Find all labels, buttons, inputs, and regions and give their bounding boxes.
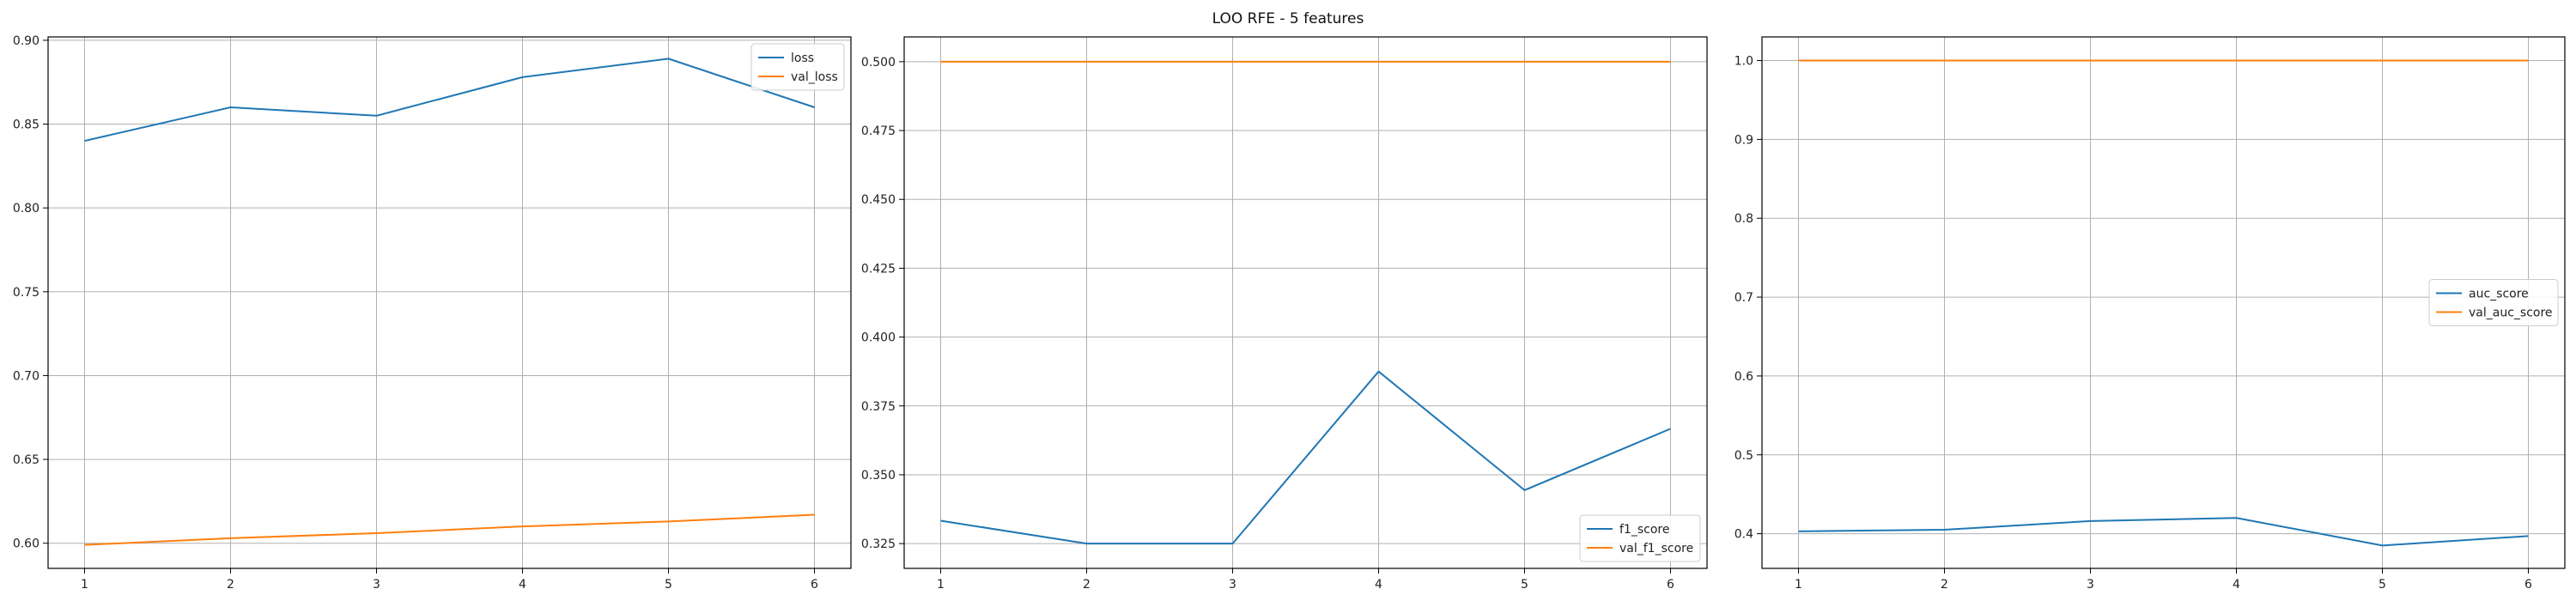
x-tick-label: 3 (373, 578, 380, 592)
y-tick-label: 0.6 (1735, 370, 1753, 384)
legend-label: loss (791, 52, 814, 65)
axes-1: 1 2 3 4 5 6 0.60 0.65 0.70 0.75 0.80 0.85 0.90 loss va… (13, 34, 852, 592)
x-tick-label: 2 (1941, 578, 1948, 592)
x-tick-label: 5 (1521, 578, 1528, 592)
x-tick-label: 5 (665, 578, 672, 592)
legend: auc_score val_auc_score (2428, 279, 2559, 326)
y-tick-label: 0.75 (13, 286, 39, 300)
axes-frame (47, 36, 852, 569)
x-tick-label: 6 (2524, 578, 2532, 592)
axes-3: 1 2 3 4 5 6 0.4 0.5 0.6 0.7 0.8 0.9 1.0 auc_score val_… (1735, 36, 2566, 592)
y-tick-label: 0.60 (13, 537, 39, 551)
series-line-f1_score (940, 370, 1671, 545)
figure-title: LOO RFE - 5 features (1212, 10, 1364, 27)
series-line-auc_score (1798, 517, 2529, 547)
x-tick-label: 2 (227, 578, 234, 592)
x-tick-label: 3 (1229, 578, 1236, 592)
series-line-loss (84, 58, 815, 143)
y-tick-label: 0.70 (13, 369, 39, 383)
y-tick-label: 0.8 (1735, 212, 1753, 226)
legend-label: auc_score (2469, 288, 2529, 301)
legend: f1_score val_f1_score (1579, 514, 1701, 562)
y-tick-label: 0.325 (861, 537, 896, 551)
y-tick-label: 1.0 (1735, 55, 1753, 69)
y-tick-label: 0.400 (861, 331, 896, 345)
y-tick-label: 0.450 (861, 193, 896, 207)
y-tick-label: 0.90 (13, 34, 39, 48)
axes-2: 1 2 3 4 5 6 0.325 0.350 0.375 0.400 0.425 0.450 0.47… (861, 36, 1708, 592)
x-tick-label: 6 (811, 578, 818, 592)
axes-frame (1761, 36, 2566, 569)
y-tick-label: 0.475 (861, 124, 896, 138)
legend: loss val_loss (750, 43, 845, 91)
x-tick-label: 2 (1083, 578, 1091, 592)
y-tick-label: 0.65 (13, 453, 39, 467)
legend-box (1579, 514, 1701, 562)
x-tick-label: 1 (937, 578, 945, 592)
x-tick-label: 1 (1795, 578, 1802, 592)
y-tick-label: 0.5 (1735, 449, 1753, 463)
y-tick-label: 0.80 (13, 202, 39, 216)
x-tick-label: 3 (2087, 578, 2094, 592)
y-tick-label: 0.425 (861, 262, 896, 276)
legend-box (750, 43, 845, 91)
y-tick-label: 0.375 (861, 400, 896, 414)
x-tick-label: 4 (519, 578, 526, 592)
y-tick-label: 0.7 (1735, 291, 1753, 305)
y-tick-label: 0.500 (861, 56, 896, 70)
x-tick-label: 4 (1375, 578, 1382, 592)
y-tick-label: 0.4 (1735, 528, 1753, 542)
legend-label: val_loss (791, 70, 838, 84)
x-tick-label: 1 (81, 578, 88, 592)
y-tick-label: 0.9 (1735, 133, 1753, 147)
legend-label: val_f1_score (1619, 542, 1693, 555)
legend-label: f1_score (1619, 523, 1669, 537)
y-tick-label: 0.85 (13, 118, 39, 132)
series-line-val_loss (84, 513, 815, 546)
axes-frame (903, 36, 1708, 569)
legend-label: val_auc_score (2469, 307, 2553, 320)
x-tick-label: 5 (2379, 578, 2386, 592)
x-tick-label: 6 (1667, 578, 1674, 592)
x-tick-label: 4 (2233, 578, 2240, 592)
legend-box (2428, 279, 2559, 326)
y-tick-label: 0.350 (861, 469, 896, 483)
